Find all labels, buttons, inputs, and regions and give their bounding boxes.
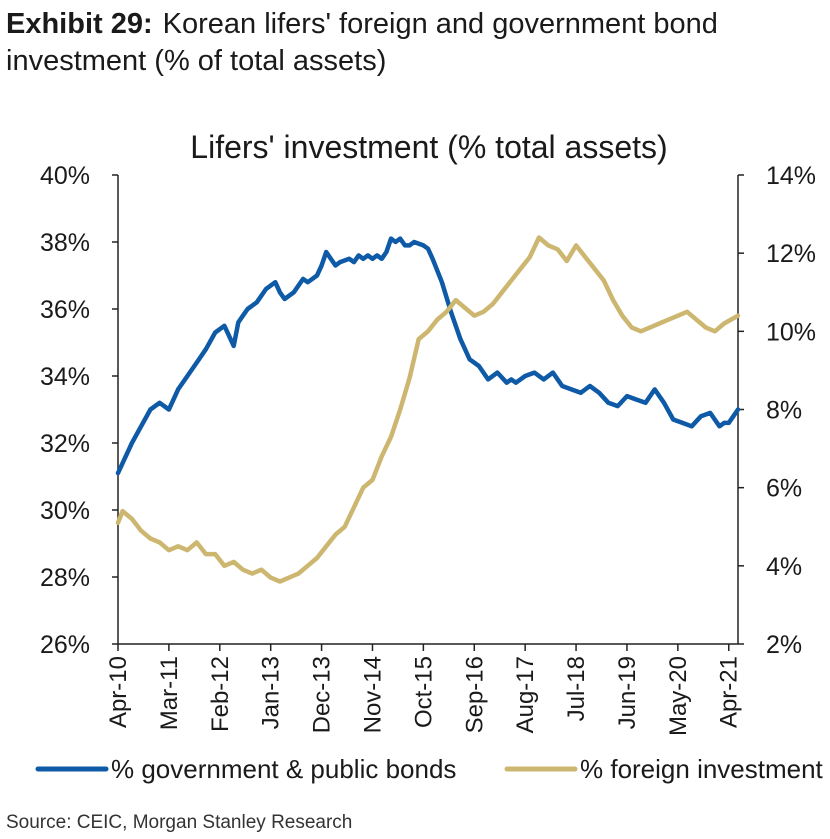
y-right-tick-label: 12% xyxy=(766,240,816,268)
y-left-tick-label: 30% xyxy=(40,497,90,525)
legend-label: % foreign investment xyxy=(580,754,824,784)
chart-title: Lifers' investment (% total assets) xyxy=(190,129,667,165)
x-tick-label: Nov-14 xyxy=(359,656,386,733)
x-tick-label: Apr-10 xyxy=(105,656,132,728)
exhibit-label: Exhibit 29: xyxy=(6,8,153,40)
x-tick-label: Jul-18 xyxy=(563,656,590,721)
x-tick-label: Feb-12 xyxy=(207,656,234,732)
x-tick-label: Sep-16 xyxy=(461,656,488,733)
x-tick-label: Aug-17 xyxy=(512,656,539,733)
x-tick-label: May-20 xyxy=(665,656,692,736)
x-tick-label: Mar-11 xyxy=(156,656,183,730)
exhibit-title: Exhibit 29: Korean lifers' foreign and go… xyxy=(6,6,826,80)
series-line-foreign-investment xyxy=(115,235,741,584)
y-right-tick-label: 2% xyxy=(766,631,802,659)
axes: 26% 28% 30% 32% 34% 36% 38% 40% 2% 4% 6% 8% 10% 12% 14… xyxy=(40,162,816,736)
y-right-tick-label: 6% xyxy=(766,475,802,503)
legend-label: % government & public bonds xyxy=(111,754,456,784)
x-tick-label: Dec-13 xyxy=(309,656,336,733)
source-note: Source: CEIC, Morgan Stanley Research xyxy=(6,812,353,833)
x-tick-label: Apr-21 xyxy=(716,656,743,728)
y-right-tick-label: 14% xyxy=(766,162,816,190)
y-right-tick-label: 10% xyxy=(766,318,816,346)
y-left-tick-label: 34% xyxy=(40,363,90,391)
y-left-tick-label: 32% xyxy=(40,430,90,458)
x-tick-label: Oct-15 xyxy=(410,656,437,728)
y-left-tick-label: 36% xyxy=(40,296,90,324)
y-left-tick-label: 26% xyxy=(40,631,90,659)
y-left-tick-label: 28% xyxy=(40,564,90,592)
x-tick-label: Jun-19 xyxy=(614,656,641,729)
series-line-government-bonds xyxy=(115,236,741,476)
legend: % government & public bonds % foreign inv… xyxy=(35,754,824,784)
y-right-tick-label: 4% xyxy=(766,553,802,581)
y-left-tick-label: 40% xyxy=(40,162,90,190)
y-right-tick-label: 8% xyxy=(766,397,802,425)
x-tick-label: Jan-13 xyxy=(258,656,285,729)
y-left-tick-label: 38% xyxy=(40,229,90,257)
series-layer xyxy=(115,235,741,584)
exhibit-title-text: Korean lifers' foreign and government bo… xyxy=(6,8,718,77)
